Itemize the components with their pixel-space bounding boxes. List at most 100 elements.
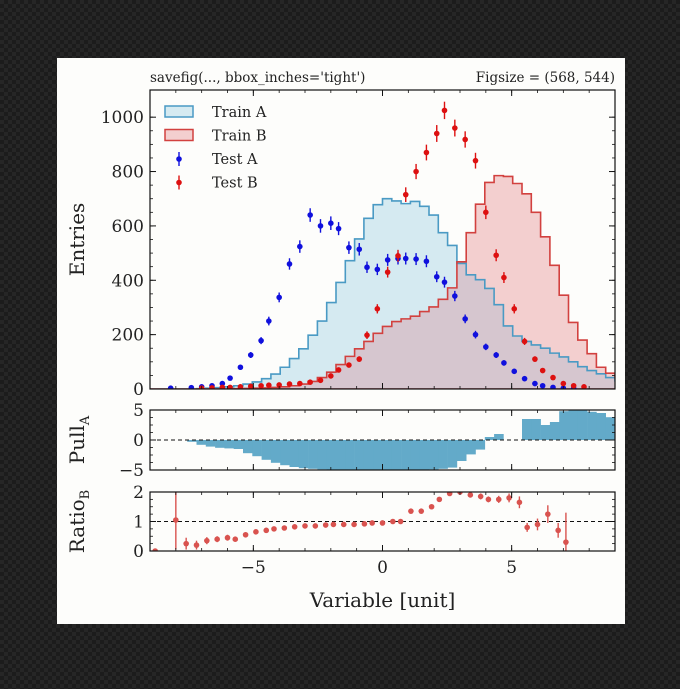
figure: savefig(..., bbox_inches='tight') Figsize… (57, 58, 625, 624)
ratio-point (351, 521, 357, 528)
ratio-point (524, 524, 530, 531)
test-b-point (550, 374, 556, 381)
pull-bar (233, 440, 244, 449)
ratio-point (183, 540, 189, 547)
ratio-point (281, 525, 288, 531)
test-b-point (307, 379, 313, 386)
test-b-point (483, 209, 489, 216)
pull-bar (196, 440, 207, 445)
ratio-point (253, 529, 259, 535)
test-a-point (550, 384, 556, 389)
ratio-point (173, 517, 179, 523)
ratio-point (467, 492, 474, 498)
test-b-point (346, 362, 352, 368)
test-b-point (276, 382, 282, 388)
test-a-point (472, 331, 479, 338)
test-a-point (501, 360, 507, 366)
pull-bar (559, 411, 569, 440)
train-a-line (150, 197, 615, 389)
test-a-point (297, 243, 303, 250)
pull-bar (205, 440, 216, 447)
pull-y-axis-label-main: Pull (65, 425, 89, 464)
test-a-point (423, 258, 430, 265)
pull-bar (531, 419, 541, 440)
test-a-point (188, 384, 195, 389)
ratio-ytick-label: 2 (133, 483, 144, 503)
ratio-ytick-label: 0 (133, 542, 144, 562)
main-plot-area (150, 101, 615, 389)
test-b-point (441, 107, 448, 114)
pull-bar (522, 419, 532, 440)
test-a-point (521, 375, 528, 382)
pull-bar (243, 440, 253, 454)
pull-bar (410, 440, 420, 470)
legend-train-b-swatch (164, 128, 194, 142)
test-a-point (258, 337, 264, 344)
ratio-y-axis-label-main: Ratio (65, 499, 89, 553)
main-ytick-label: 400 (112, 271, 144, 291)
ratio-point (312, 523, 319, 529)
test-b-point (570, 382, 577, 389)
main-ytick-label: 800 (112, 163, 144, 183)
pull-bar (484, 437, 495, 440)
ratio-point (291, 524, 298, 530)
legend-label: Test B (212, 176, 258, 192)
test-b-point (374, 306, 381, 312)
test-a-point (402, 255, 409, 262)
pull-bar (261, 440, 272, 460)
pull-bar (587, 411, 597, 440)
test-b-point (356, 356, 363, 362)
pull-bar (429, 440, 439, 470)
test-b-point (423, 149, 430, 156)
pull-bar (363, 440, 374, 470)
main-y-axis-label: Entries (65, 203, 89, 277)
test-b-point (317, 377, 324, 384)
test-b-point (328, 373, 334, 379)
pull-bar (289, 440, 300, 467)
pull-bar (317, 440, 327, 470)
test-a-point (237, 364, 244, 371)
test-b-point (521, 338, 528, 345)
test-b-point (501, 274, 507, 281)
test-b-point (472, 157, 479, 164)
main-ytick-label: 600 (112, 217, 144, 237)
pull-bar (568, 410, 579, 440)
ratio-point (436, 496, 443, 503)
pull-bar (438, 440, 448, 469)
pull-bar (447, 440, 458, 468)
test-a-point (346, 244, 352, 251)
xtick-label: −5 (241, 558, 266, 578)
test-a-point (307, 212, 313, 218)
test-b-point (219, 384, 226, 389)
ratio-y-axis-label-sub: B (78, 490, 93, 500)
ratio-ytick-label: 1 (133, 513, 144, 533)
ratio-point (340, 521, 347, 528)
header-left-text: savefig(..., bbox_inches='tight') (150, 70, 365, 86)
ratio-point (446, 492, 453, 497)
ratio-point (563, 539, 569, 545)
ratio-point (242, 531, 249, 538)
pull-y-axis-label-sub: A (78, 415, 93, 426)
pull-bar (373, 440, 383, 470)
test-b-point (384, 269, 391, 275)
pull-bar (419, 440, 430, 470)
test-a-point (539, 382, 546, 389)
test-b-point (493, 252, 499, 259)
pull-bar (252, 440, 262, 457)
xtick-label: 0 (377, 558, 388, 578)
test-a-point (374, 266, 381, 273)
main-ytick-label: 1000 (101, 108, 144, 128)
test-b-point (364, 332, 370, 338)
x-axis-label: Variable [unit] (309, 588, 456, 612)
test-b-point (247, 383, 254, 389)
legend-test-b-marker (176, 179, 182, 186)
test-a-point (276, 294, 282, 301)
test-a-point (227, 375, 233, 381)
pull-ytick-label: 5 (133, 401, 144, 421)
ratio-point (545, 511, 551, 517)
pull-bar (466, 440, 476, 455)
test-a-point (328, 220, 334, 226)
pull-bar (475, 440, 486, 450)
test-b-point (581, 384, 587, 389)
ratio-point (428, 503, 435, 510)
